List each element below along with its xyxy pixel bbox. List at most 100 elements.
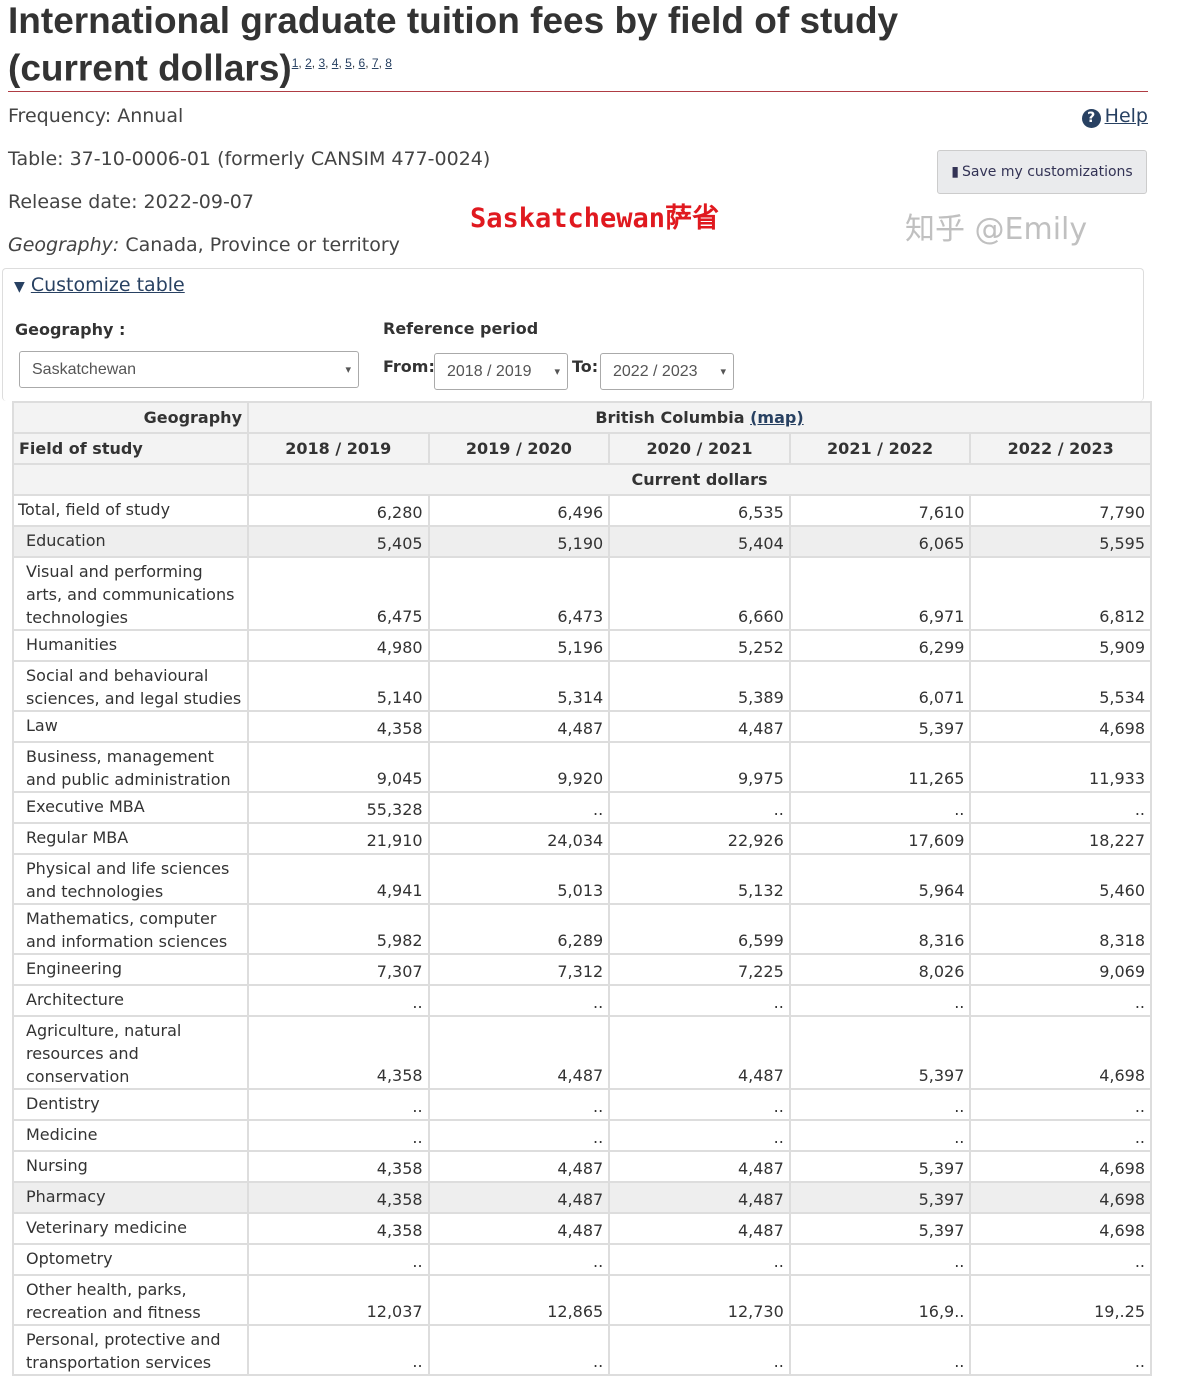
customize-link[interactable]: Customize table xyxy=(30,274,185,296)
footnote-link[interactable]: 8 xyxy=(385,56,392,70)
map-link[interactable]: (map) xyxy=(750,408,804,427)
cell-value: 18,227 xyxy=(969,822,1152,855)
cell-value: .. xyxy=(969,791,1152,824)
row-label: Law xyxy=(12,710,249,743)
cell-value: 5,314 xyxy=(427,660,611,712)
question-icon: ? xyxy=(1081,109,1101,128)
cell-value: 7,225 xyxy=(608,953,791,986)
cell-value: .. xyxy=(247,1119,430,1152)
table-row: Physical and life sciences and technolog… xyxy=(12,853,1152,905)
cell-value: 6,599 xyxy=(608,903,791,955)
cell-value: 7,312 xyxy=(427,953,611,986)
cell-value: 16,9.. xyxy=(788,1274,972,1326)
cell-value: .. xyxy=(608,1324,791,1376)
footnote-link[interactable]: 3 xyxy=(318,56,326,70)
cell-value: .. xyxy=(788,1243,972,1276)
cell-value: 55,328 xyxy=(247,791,430,824)
page-title: International graduate tuition fees by f… xyxy=(8,0,899,89)
cell-value: .. xyxy=(427,791,611,824)
cell-value: .. xyxy=(969,1088,1152,1121)
save-customizations-button[interactable]: ▮ Save my customizations xyxy=(937,150,1147,194)
cell-value: 9,920 xyxy=(427,741,611,793)
title-divider xyxy=(8,91,1148,92)
cell-value: .. xyxy=(608,1119,791,1152)
cell-value: .. xyxy=(608,984,791,1017)
table-row: Agriculture, natural resources and conse… xyxy=(12,1015,1152,1090)
row-label: Agriculture, natural resources and conse… xyxy=(12,1015,249,1090)
cell-value: 5,404 xyxy=(608,525,791,558)
geography-select[interactable]: Saskatchewan ▾ xyxy=(19,351,359,388)
year-header: 2022 / 2023 xyxy=(969,432,1152,465)
footnote-link[interactable]: 7 xyxy=(371,56,379,70)
table-row: Medicine.......... xyxy=(12,1119,1152,1152)
customize-toggle[interactable]: ▼ Customize table xyxy=(14,274,185,296)
field-of-study-header: Field of study xyxy=(12,432,249,465)
cell-value: 5,964 xyxy=(788,853,972,905)
cell-value: 9,975 xyxy=(608,741,791,793)
to-select[interactable]: 2022 / 2023 ▾ xyxy=(600,353,734,390)
cell-value: 4,487 xyxy=(608,1212,791,1245)
geography-meta: Geography: Canada, Province or territory xyxy=(8,234,400,256)
cell-value: 6,065 xyxy=(788,525,972,558)
release-date: Release date: 2022-09-07 xyxy=(8,191,254,213)
cell-value: 6,473 xyxy=(427,556,611,631)
row-label: Medicine xyxy=(12,1119,249,1152)
cell-value: 4,698 xyxy=(969,1150,1152,1183)
table-row: Mathematics, computer and information sc… xyxy=(12,903,1152,955)
cell-value: 12,730 xyxy=(608,1274,791,1326)
cell-value: .. xyxy=(969,984,1152,1017)
help-link[interactable]: ? Help xyxy=(1081,105,1148,128)
footnote-link[interactable]: 5 xyxy=(345,56,352,70)
cell-value: 4,358 xyxy=(247,1181,430,1214)
triangle-down-icon: ▼ xyxy=(14,279,25,295)
table-row: Executive MBA 55,328........ xyxy=(12,791,1152,824)
cell-value: 5,132 xyxy=(608,853,791,905)
row-label: Education xyxy=(12,525,249,558)
cell-value: .. xyxy=(969,1324,1152,1376)
year-header: 2021 / 2022 xyxy=(788,432,972,465)
cell-value: 17,609 xyxy=(788,822,972,855)
cell-value: 12,865 xyxy=(427,1274,611,1326)
year-header: 2018 / 2019 xyxy=(247,432,430,465)
cell-value: 5,140 xyxy=(247,660,430,712)
from-select[interactable]: 2018 / 2019 ▾ xyxy=(434,353,568,390)
footnote-link[interactable]: 1 xyxy=(291,56,299,70)
cell-value: 21,910 xyxy=(247,822,430,855)
row-label: Nursing xyxy=(12,1150,249,1183)
cell-value: 5,389 xyxy=(608,660,791,712)
footnote-link[interactable]: 2 xyxy=(305,56,312,70)
cell-value: 11,265 xyxy=(788,741,972,793)
table-row: Social and behavioural sciences, and leg… xyxy=(12,660,1152,712)
blank-header xyxy=(12,463,249,496)
table-row: Other health, parks, recreation and fitn… xyxy=(12,1274,1152,1326)
cell-value: .. xyxy=(608,791,791,824)
cell-value: .. xyxy=(788,1088,972,1121)
row-label: Humanities xyxy=(12,629,249,662)
cell-value: 4,698 xyxy=(969,710,1152,743)
cell-value: 5,460 xyxy=(969,853,1152,905)
cell-value: 4,487 xyxy=(608,1181,791,1214)
from-select-value: 2018 / 2019 xyxy=(447,362,532,380)
chevron-down-icon: ▾ xyxy=(345,364,351,376)
year-header: 2019 / 2020 xyxy=(427,432,611,465)
cell-value: 7,307 xyxy=(247,953,430,986)
table-id: Table: 37-10-0006-01 (formerly CANSIM 47… xyxy=(8,148,491,170)
reference-period-label: Reference period xyxy=(383,319,539,338)
cell-value: .. xyxy=(427,1324,611,1376)
cell-value: 5,397 xyxy=(788,1150,972,1183)
table-row: Business, management and public administ… xyxy=(12,741,1152,793)
row-label: Veterinary medicine xyxy=(12,1212,249,1245)
row-label: Engineering xyxy=(12,953,249,986)
footnote-link[interactable]: 6 xyxy=(358,56,366,70)
cell-value: .. xyxy=(788,1324,972,1376)
geography-header: Geography xyxy=(12,401,249,434)
cell-value: 4,487 xyxy=(608,1015,791,1090)
to-select-value: 2022 / 2023 xyxy=(613,362,698,380)
row-label: Mathematics, computer and information sc… xyxy=(12,903,249,955)
cell-value: 4,487 xyxy=(427,1015,611,1090)
row-label: Physical and life sciences and technolog… xyxy=(12,853,249,905)
cell-value: 7,790 xyxy=(969,494,1152,527)
footnote-link[interactable]: 4 xyxy=(331,56,339,70)
data-table: Geography British Columbia (map) Field of… xyxy=(12,401,1152,1376)
cell-value: 4,487 xyxy=(427,710,611,743)
